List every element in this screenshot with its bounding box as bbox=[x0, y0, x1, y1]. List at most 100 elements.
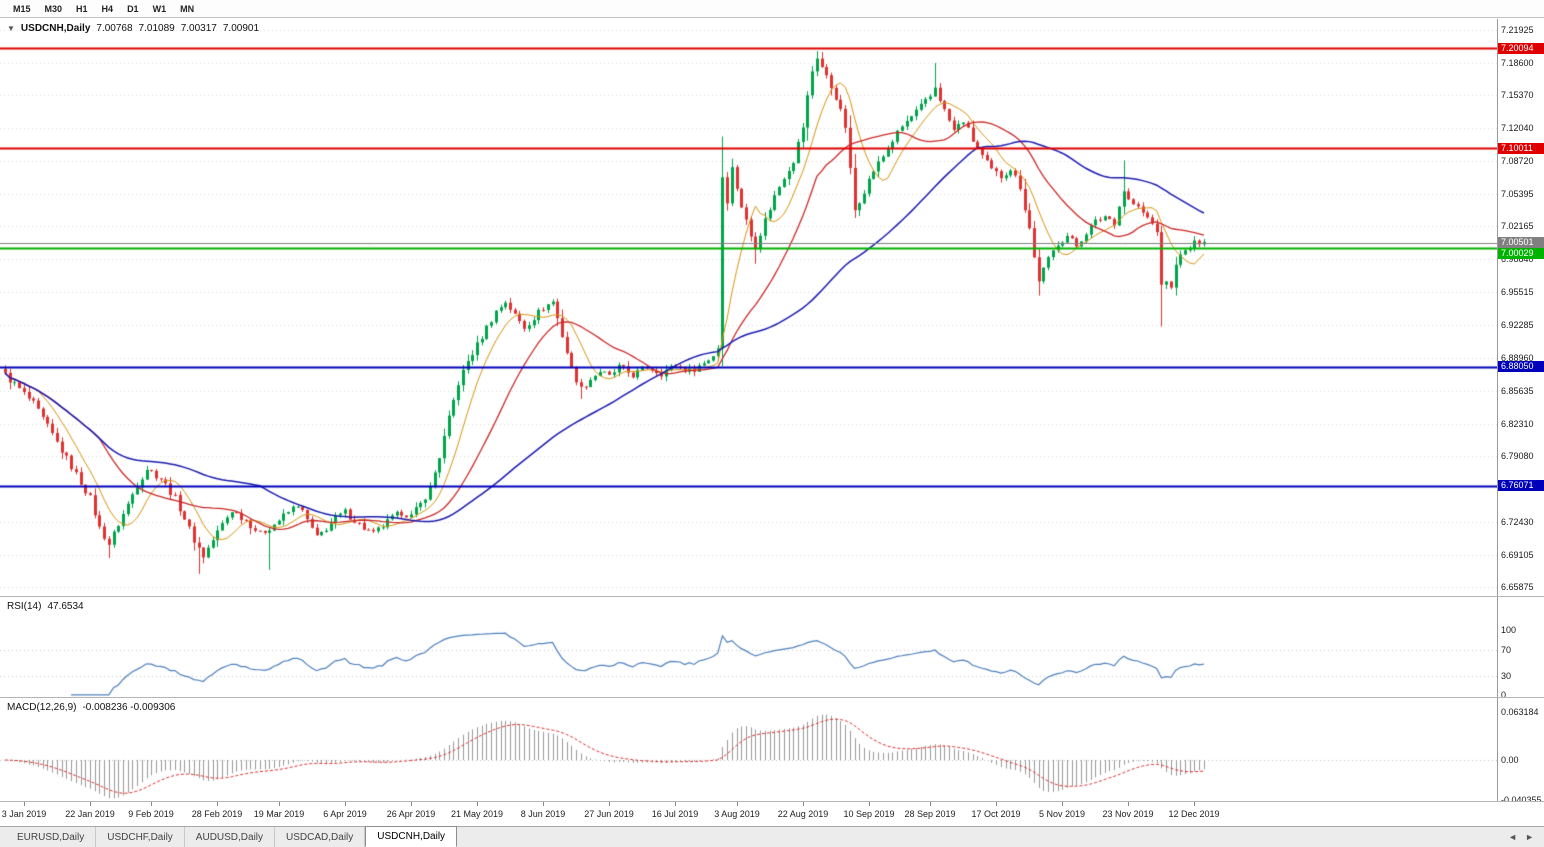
price-tick: 7.15370 bbox=[1501, 90, 1534, 101]
chart-tab-audusd[interactable]: AUDUSD,Daily bbox=[185, 827, 276, 847]
chart-tab-usdcad[interactable]: USDCAD,Daily bbox=[275, 827, 366, 847]
date-tick-mark bbox=[737, 802, 738, 806]
price-tick: 6.65875 bbox=[1501, 582, 1534, 592]
main-rsi-divider[interactable] bbox=[0, 596, 1544, 597]
price-tick: 6.88960 bbox=[1501, 352, 1534, 363]
date-label: 28 Feb 2019 bbox=[191, 809, 243, 819]
date-tick-mark bbox=[996, 802, 997, 806]
price-tick: 6.98840 bbox=[1501, 254, 1534, 265]
date-label: 9 Feb 2019 bbox=[128, 809, 174, 819]
rsi-tick: 0 bbox=[1501, 690, 1507, 700]
chart-symbol-label: USDCNH,Daily bbox=[20, 23, 91, 34]
price-tick: 6.82310 bbox=[1501, 418, 1534, 429]
chart-tab-bar: EURUSD,Daily USDCHF,Daily AUDUSD,Daily USDC… bbox=[0, 826, 1544, 847]
price-level-badge: 7.00029 bbox=[1498, 248, 1544, 260]
price-axis[interactable]: 7.21925 7.18600 7.15370 7.12040 7.08720 7.053… bbox=[1497, 19, 1544, 596]
rsi-current-value: 47.6534 bbox=[47, 601, 84, 612]
macd-canvas[interactable] bbox=[0, 698, 1497, 801]
date-tick-mark bbox=[345, 802, 346, 806]
ohlc-high-value: 7.01089 bbox=[138, 23, 175, 34]
date-label: 27 Jun 2019 bbox=[584, 809, 634, 819]
ohlc-close-value: 7.00901 bbox=[222, 23, 260, 34]
price-tick: 6.85635 bbox=[1501, 385, 1534, 396]
date-tick-mark bbox=[477, 802, 478, 806]
date-tick-mark bbox=[24, 802, 25, 806]
date-label: 8 Jun 2019 bbox=[520, 809, 566, 819]
timeframe-button-m15[interactable]: M15 bbox=[13, 3, 31, 14]
timeframe-button-m30[interactable]: M30 bbox=[44, 3, 63, 14]
macd-tick: 0.063184 bbox=[1501, 706, 1539, 717]
date-tick-mark bbox=[1128, 802, 1129, 806]
rsi-tick: 30 bbox=[1501, 670, 1512, 681]
timeframe-button-w1[interactable]: W1 bbox=[152, 3, 167, 14]
timeframe-button-mn[interactable]: MN bbox=[180, 3, 195, 14]
rsi-canvas[interactable] bbox=[0, 597, 1497, 697]
date-label: 12 Dec 2019 bbox=[1168, 809, 1220, 819]
date-tick-mark bbox=[803, 802, 804, 806]
rsi-axis: 100 70 30 0 bbox=[1497, 597, 1544, 700]
rsi-header: RSI(14) 47.6534 bbox=[7, 601, 84, 612]
date-label: 3 Aug 2019 bbox=[714, 809, 760, 819]
ohlc-open-value: 7.00768 bbox=[96, 23, 133, 34]
date-tick-mark bbox=[1062, 802, 1063, 806]
price-tick: 6.72430 bbox=[1501, 516, 1534, 527]
date-label: 6 Apr 2019 bbox=[323, 809, 367, 819]
ohlc-low-value: 7.00317 bbox=[180, 23, 217, 34]
date-tick-mark bbox=[543, 802, 544, 806]
rsi-macd-divider[interactable] bbox=[0, 697, 1544, 698]
timeframe-button-d1[interactable]: D1 bbox=[127, 3, 139, 14]
date-label: 21 May 2019 bbox=[450, 809, 504, 819]
date-label: 10 Sep 2019 bbox=[843, 809, 895, 819]
date-tick-mark bbox=[1194, 802, 1195, 806]
chart-tab-eurusd[interactable]: EURUSD,Daily bbox=[6, 827, 97, 847]
chart-header: ▼ USDCNH,Daily 7.00768 7.01089 7.00317 7… bbox=[7, 23, 259, 34]
main-chart-canvas[interactable] bbox=[0, 19, 1497, 596]
timeframe-button-h4[interactable]: H4 bbox=[101, 3, 114, 14]
rsi-title: RSI(14) bbox=[7, 601, 42, 612]
price-tick: 7.05395 bbox=[1501, 189, 1534, 200]
date-tick-mark bbox=[869, 802, 870, 806]
price-level-badge: 7.20094 bbox=[1498, 42, 1544, 54]
timeframe-button-h1[interactable]: H1 bbox=[76, 3, 88, 14]
date-tick-mark bbox=[609, 802, 610, 806]
date-label: 28 Sep 2019 bbox=[904, 809, 956, 819]
price-tick: 6.95515 bbox=[1501, 287, 1534, 298]
date-tick-mark bbox=[675, 802, 676, 806]
date-label: 26 Apr 2019 bbox=[386, 809, 436, 819]
price-level-badge: 7.10011 bbox=[1498, 142, 1544, 154]
rsi-tick: 100 bbox=[1501, 625, 1517, 635]
date-label: 3 Jan 2019 bbox=[1, 809, 47, 819]
chart-tab-usdchf[interactable]: USDCHF,Daily bbox=[96, 827, 185, 847]
price-tick: 7.08720 bbox=[1501, 156, 1534, 167]
date-label: 23 Nov 2019 bbox=[1102, 809, 1154, 819]
collapse-arrow-icon[interactable]: ▼ bbox=[7, 24, 15, 33]
main-chart-panel: ▼ USDCNH,Daily 7.00768 7.01089 7.00317 7… bbox=[0, 19, 1544, 596]
price-tick: 6.92285 bbox=[1501, 319, 1534, 330]
price-tick: 7.12040 bbox=[1501, 123, 1534, 134]
macd-axis: 0.063184 0.00 -0.040355 bbox=[1497, 698, 1544, 804]
macd-current-values: -0.008236 -0.009306 bbox=[82, 702, 176, 713]
macd-header: MACD(12,26,9) -0.008236 -0.009306 bbox=[7, 702, 175, 713]
chart-tab-usdcnh[interactable]: USDCNH,Daily bbox=[365, 826, 458, 847]
tabs-scroll-right-button[interactable]: ► bbox=[1525, 832, 1534, 842]
macd-title: MACD(12,26,9) bbox=[7, 702, 77, 713]
rsi-panel: RSI(14) 47.6534 100 70 30 0 bbox=[0, 597, 1544, 700]
macd-tick: -0.040355 bbox=[1501, 794, 1542, 805]
date-tick-mark bbox=[279, 802, 280, 806]
tabs-scroll-left-button[interactable]: ◄ bbox=[1508, 832, 1518, 842]
price-level-badge: 6.76071 bbox=[1498, 480, 1544, 492]
price-tick: 7.02165 bbox=[1501, 221, 1534, 232]
date-label: 22 Jan 2019 bbox=[65, 809, 115, 819]
date-tick-mark bbox=[90, 802, 91, 806]
date-label: 19 Mar 2019 bbox=[253, 809, 305, 819]
price-tick: 7.21925 bbox=[1501, 25, 1534, 35]
timeframe-toolbar: M15 M30 H1 H4 D1 W1 MN bbox=[0, 0, 1544, 18]
price-level-badge: 7.00501 bbox=[1498, 237, 1544, 249]
rsi-tick: 70 bbox=[1501, 644, 1512, 655]
macd-dates-divider bbox=[0, 801, 1544, 802]
price-tick: 6.69105 bbox=[1501, 549, 1534, 560]
date-axis[interactable]: 3 Jan 2019 22 Jan 2019 9 Feb 2019 28 Feb 20… bbox=[0, 802, 1544, 826]
date-label: 5 Nov 2019 bbox=[1038, 809, 1086, 819]
date-label: 22 Aug 2019 bbox=[777, 809, 829, 819]
